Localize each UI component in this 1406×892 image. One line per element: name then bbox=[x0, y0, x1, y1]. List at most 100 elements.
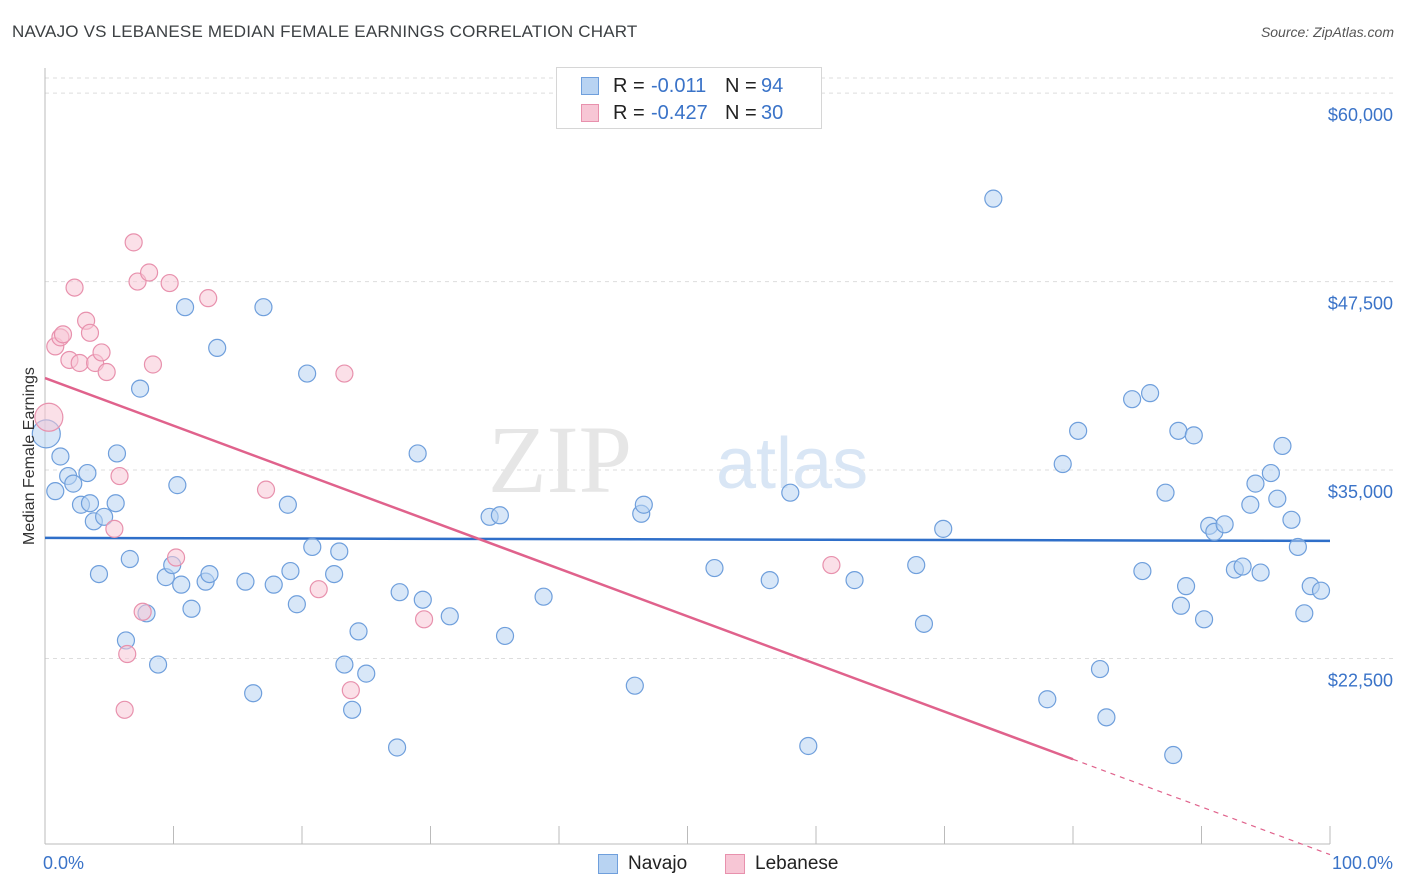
axes bbox=[44, 68, 1331, 845]
lebanese-trend-line bbox=[44, 376, 1074, 761]
navajo-point bbox=[120, 549, 139, 569]
lebanese-point bbox=[34, 402, 64, 432]
y-axis-label: Median Female Earnings bbox=[21, 367, 38, 545]
navajo-point bbox=[390, 583, 409, 602]
navajo-point bbox=[1140, 384, 1160, 403]
navajo-point bbox=[408, 444, 427, 463]
navajo-point bbox=[130, 379, 150, 398]
lebanese-point bbox=[143, 355, 163, 374]
lebanese-r-value: -0.427 bbox=[651, 101, 708, 124]
lebanese-legend-label: Lebanese bbox=[755, 853, 839, 874]
navajo-point bbox=[325, 564, 344, 584]
navajo-point bbox=[278, 495, 297, 514]
navajo-point bbox=[244, 684, 263, 703]
lebanese-point bbox=[80, 323, 100, 342]
navajo-point bbox=[264, 575, 283, 594]
navajo-point bbox=[495, 626, 515, 646]
navajo-point bbox=[281, 561, 300, 581]
bottom-legend-lebanese: Lebanese bbox=[725, 851, 838, 877]
navajo-point bbox=[1268, 489, 1287, 508]
navajo-legend-label: Navajo bbox=[628, 853, 688, 874]
x-tick-labels: 0.0% 100.0% bbox=[43, 853, 1393, 873]
navajo-point bbox=[330, 542, 349, 561]
x-tick-label-end: 100.0% bbox=[1332, 853, 1393, 873]
navajo-point bbox=[914, 614, 934, 633]
lebanese-n-value: 30 bbox=[761, 101, 784, 124]
navajo-point bbox=[1053, 454, 1072, 474]
chart-title: NAVAJO VS LEBANESE MEDIAN FEMALE EARNING… bbox=[12, 22, 638, 41]
y-tick-label: $35,000 bbox=[1328, 482, 1393, 502]
navajo-point bbox=[107, 444, 127, 463]
navajo-point bbox=[1251, 563, 1270, 582]
navajo-point bbox=[934, 519, 953, 538]
navajo-point bbox=[148, 655, 168, 674]
navajo-point bbox=[303, 537, 322, 557]
navajo-point bbox=[634, 495, 653, 514]
lebanese-point bbox=[70, 353, 89, 373]
navajo-point bbox=[1246, 474, 1265, 493]
navajo-point bbox=[1282, 510, 1301, 529]
lebanese-point bbox=[105, 519, 124, 538]
navajo-point bbox=[799, 736, 818, 756]
navajo-point bbox=[1164, 745, 1183, 765]
navajo-point bbox=[534, 587, 553, 606]
navajo-point bbox=[182, 599, 201, 618]
lebanese-point bbox=[414, 610, 434, 629]
source-label: Source: ZipAtlas.com bbox=[1260, 24, 1394, 40]
navajo-point bbox=[172, 575, 191, 594]
lebanese-point bbox=[335, 364, 354, 383]
lebanese-point bbox=[92, 343, 111, 362]
navajo-r-value: -0.011 bbox=[651, 74, 707, 97]
legend-row-navajo: R = -0.011 N = 94 bbox=[581, 73, 783, 99]
lebanese-n-label: N = bbox=[725, 101, 757, 124]
x-tick-label-start: 0.0% bbox=[43, 853, 84, 873]
navajo-point bbox=[1156, 483, 1175, 502]
trend-lines bbox=[44, 376, 1331, 856]
navajo-n-label: N = bbox=[725, 74, 757, 97]
navajo-point bbox=[89, 564, 109, 584]
navajo-point bbox=[46, 482, 65, 501]
navajo-point bbox=[1069, 421, 1088, 440]
navajo-point bbox=[1038, 690, 1057, 709]
navajo-point bbox=[1123, 390, 1142, 409]
navajo-trend-line bbox=[44, 536, 1331, 543]
bottom-legend-navajo: Navajo bbox=[598, 851, 687, 877]
navajo-point bbox=[705, 558, 724, 578]
lebanese-point bbox=[53, 325, 73, 344]
lebanese-legend-swatch bbox=[725, 854, 745, 874]
navajo-point bbox=[1176, 577, 1196, 596]
lebanese-point bbox=[166, 548, 186, 567]
navajo-point bbox=[1184, 426, 1203, 445]
navajo-legend-swatch bbox=[598, 854, 618, 874]
navajo-point bbox=[625, 676, 644, 695]
navajo-point bbox=[440, 607, 459, 626]
lebanese-point bbox=[256, 480, 276, 499]
lebanese-point bbox=[124, 233, 143, 252]
navajo-point bbox=[78, 463, 97, 483]
navajo-point bbox=[80, 494, 100, 513]
navajo-point bbox=[760, 571, 779, 590]
navajo-point bbox=[51, 447, 70, 466]
navajo-point bbox=[1169, 421, 1188, 440]
navajo-n-value: 94 bbox=[761, 74, 784, 97]
y-tick-label: $22,500 bbox=[1328, 671, 1393, 691]
y-tick-label: $60,000 bbox=[1328, 105, 1393, 125]
lebanese-point bbox=[115, 700, 134, 719]
navajo-point bbox=[335, 655, 354, 674]
navajo-point bbox=[106, 494, 125, 513]
navajo-point bbox=[1241, 495, 1260, 514]
navajo-point bbox=[357, 664, 376, 683]
navajo-point bbox=[984, 189, 1003, 208]
navajo-point bbox=[200, 564, 219, 584]
navajo-point bbox=[1261, 463, 1280, 483]
y-tick-label: $47,500 bbox=[1328, 294, 1393, 314]
navajo-point bbox=[349, 622, 368, 641]
navajo-point bbox=[781, 483, 800, 502]
lebanese-r-label: R = bbox=[613, 101, 645, 124]
y-tick-labels: $22,500 $35,000 $47,500 $60,000 bbox=[1328, 105, 1393, 690]
watermark: ZIP atlas bbox=[488, 406, 868, 513]
navajo-point bbox=[64, 474, 83, 493]
navajo-point bbox=[1295, 604, 1314, 623]
navajo-point bbox=[845, 571, 864, 590]
lebanese-point bbox=[133, 602, 152, 621]
